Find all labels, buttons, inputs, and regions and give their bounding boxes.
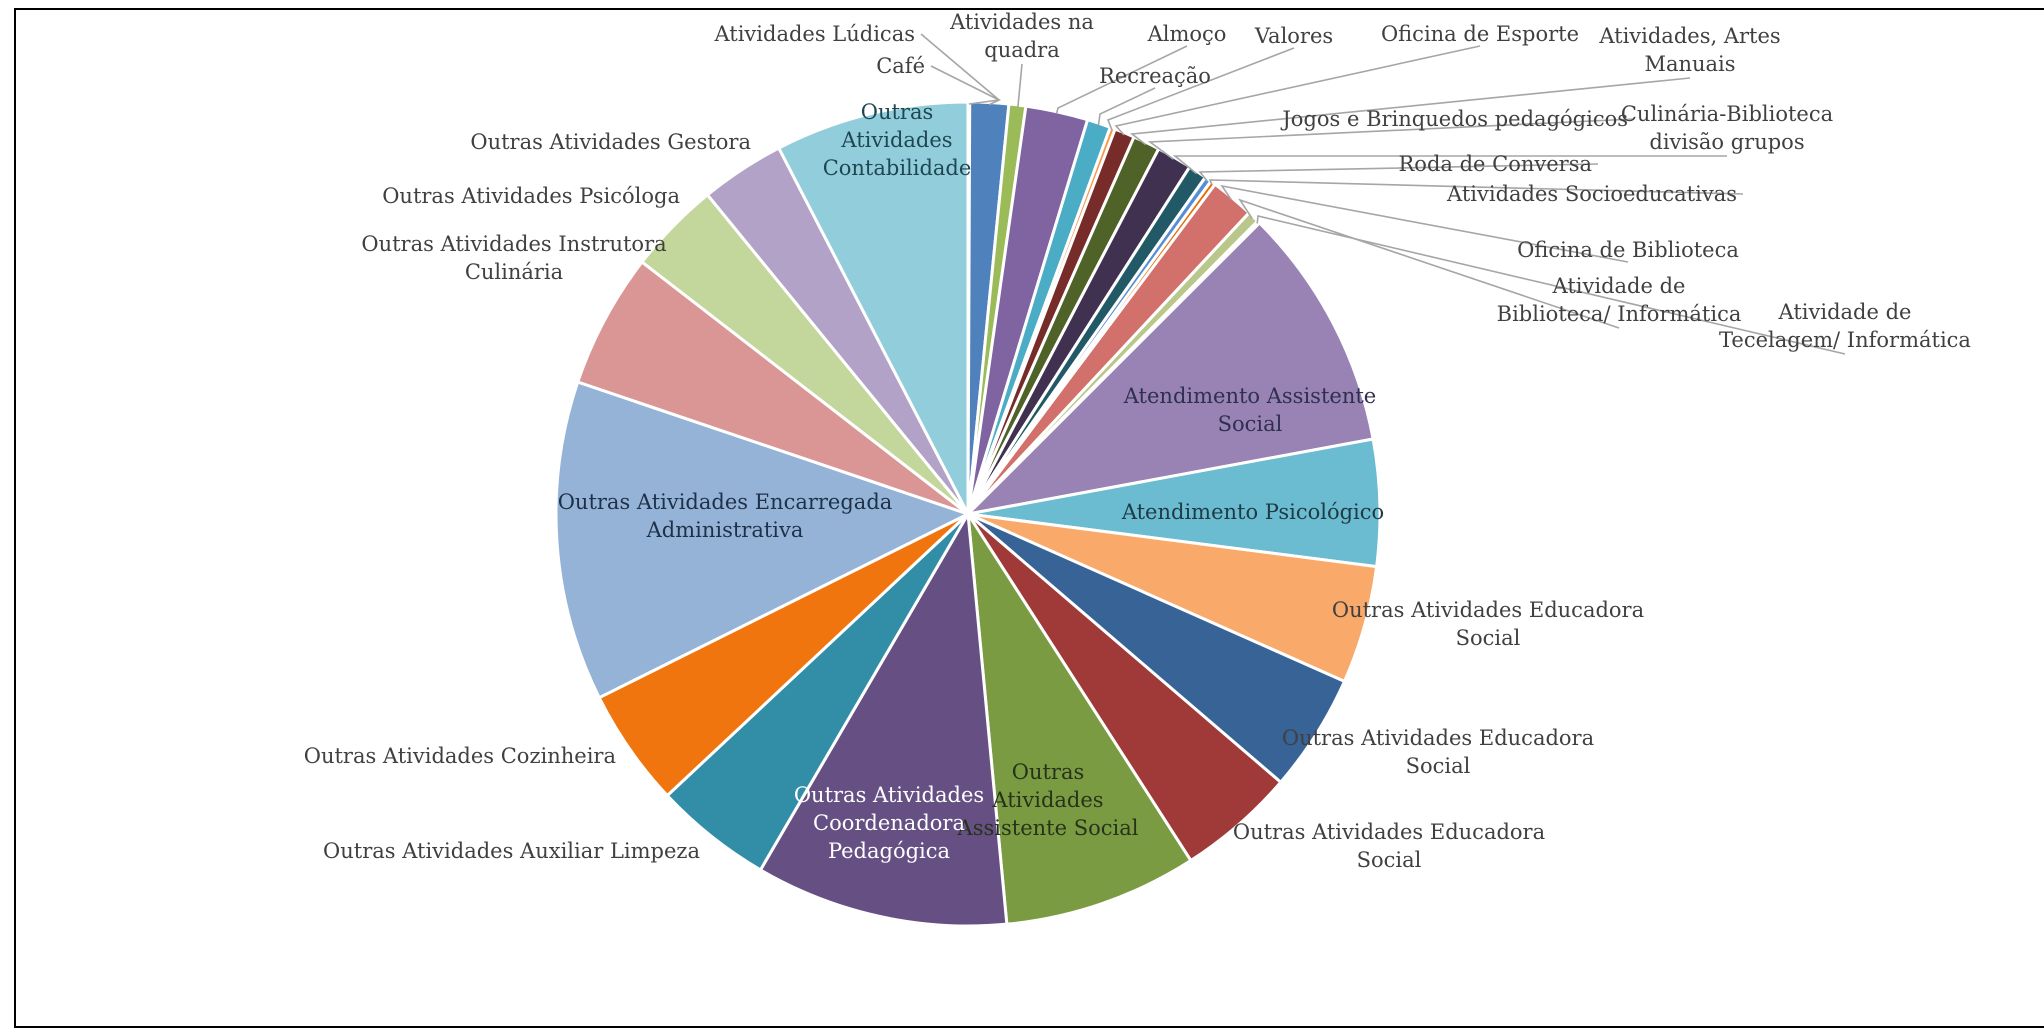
leader-line [1238,198,1620,329]
slice-label: Recreação [1099,64,1211,88]
slice-label: Outras Atividades Assistente Social [957,760,1139,840]
leader-line [1220,184,1629,263]
leader-line [1114,45,1481,136]
pie-slice [575,259,969,516]
leader-line [1256,215,1846,355]
pie-slice [554,380,972,700]
slice-label: Outras Atividades Educadora Social [1282,726,1594,778]
leader-line [1106,47,1295,131]
leader-line [1016,63,1023,108]
leader-line [1172,155,1727,175]
slice-label: Outras Atividades Educadora Social [1332,598,1644,650]
slice-label: Outras Atividades Gestora [470,130,751,154]
slice-label: Roda de Conversa [1398,152,1592,176]
slice-label: Atividades Socioeducativas [1446,182,1737,206]
slice-label: Almoço [1147,22,1227,46]
pie-slice [966,513,1193,926]
slice-label: Oficina de Biblioteca [1517,238,1739,262]
slice-label: Atividade de Biblioteca/ Informática [1497,274,1742,326]
slice-label: Outras Atividades Coordenadora Pedagógica [794,783,984,863]
leader-line [1097,87,1156,126]
slice-label: Atividades na quadra [949,10,1094,62]
slice-label: Atendimento Psicológico [1121,500,1384,524]
leader-line [1208,179,1744,195]
leader-line [1147,118,1635,160]
leader-line [1129,77,1691,146]
leader-line [930,65,1001,106]
slice-label: Atividades, Artes Manuais [1598,24,1780,76]
slice-label: Outras Atividades Encarregada Administrat… [558,490,893,542]
pie-slice [776,100,970,515]
slice-labels: Atividades Lúdicas Café Atividades na quadr… [304,10,1971,872]
pie-slice [963,220,1375,517]
slice-label: Atividade de Tecelagem/ Informática [1719,300,1971,352]
slice-label: Outras Atividades Educadora Social [1233,820,1545,872]
leader-line [1198,163,1599,182]
slice-label: Café [876,54,925,78]
slice-label: Valores [1254,24,1333,48]
slice-label: Atividades Lúdicas [713,22,915,46]
slice-label: Outras Atividades Psicóloga [382,184,680,208]
pie-slices [554,100,1382,928]
slice-label: Culinária-Biblioteca divisão grupos [1621,102,1833,154]
slice-label: Outras Atividades Contabilidade [823,100,972,180]
slice-label: Oficina de Esporte [1381,22,1579,46]
slice-label: Jogos e Brinquedos pedagógicos [1280,107,1628,131]
slice-label: Atendimento Assistente Social [1123,384,1376,436]
leader-lines [920,33,1846,355]
slice-label: Outras Atividades Auxiliar Limpeza [323,839,700,863]
slice-label: Outras Atividades Instrutora Culinária [361,232,666,284]
slice-label: Outras Atividades Cozinheira [304,744,616,768]
leader-line [1055,45,1188,114]
pie-slice [758,509,1009,928]
